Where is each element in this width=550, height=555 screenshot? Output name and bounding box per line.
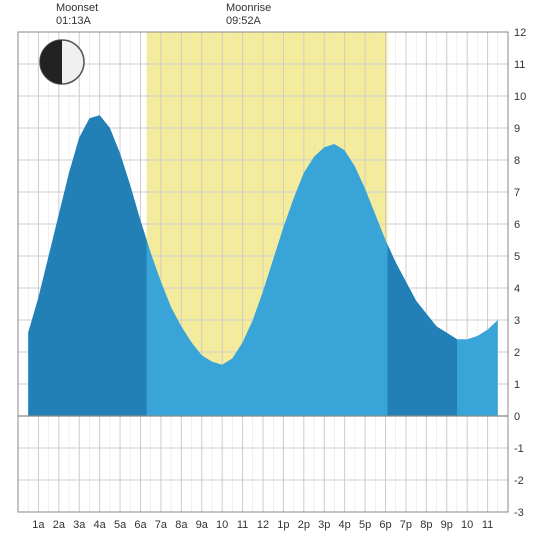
x-tick-label: 3p (318, 519, 330, 531)
x-tick-label: 12 (257, 519, 269, 531)
x-tick-label: 9p (441, 519, 453, 531)
x-tick-label: 6p (379, 519, 391, 531)
y-tick-label: -3 (514, 507, 524, 519)
y-tick-label: 1 (514, 379, 520, 391)
tide-chart: Moonset 01:13A Moonrise 09:52A -3-2-1012… (0, 0, 550, 550)
y-tick-label: 5 (514, 251, 520, 263)
y-tick-label: 9 (514, 123, 520, 135)
y-tick-label: 12 (514, 27, 526, 39)
moon-phase-icon (40, 40, 84, 84)
moonrise-label-block: Moonrise 09:52A (226, 2, 271, 28)
x-tick-label: 2p (298, 519, 310, 531)
x-tick-label: 4p (339, 519, 351, 531)
x-tick-label: 5a (114, 519, 127, 531)
moonrise-label: Moonrise (226, 2, 271, 15)
moonset-time: 01:13A (56, 15, 98, 28)
x-tick-label: 1p (277, 519, 289, 531)
x-tick-label: 1a (32, 519, 45, 531)
x-tick-label: 8p (420, 519, 432, 531)
y-tick-label: -2 (514, 475, 524, 487)
chart-svg: -3-2-101234567891011121a2a3a4a5a6a7a8a9a… (0, 0, 550, 550)
y-tick-label: 3 (514, 315, 520, 327)
x-tick-label: 5p (359, 519, 371, 531)
moonrise-time: 09:52A (226, 15, 271, 28)
x-tick-label: 2a (53, 519, 66, 531)
x-tick-label: 11 (237, 519, 248, 531)
y-tick-label: 11 (514, 59, 525, 71)
y-tick-label: -1 (514, 443, 524, 455)
x-tick-label: 4a (94, 519, 107, 531)
x-tick-label: 10 (461, 519, 473, 531)
y-tick-label: 0 (514, 411, 520, 423)
x-tick-label: 3a (73, 519, 86, 531)
moonset-label: Moonset (56, 2, 98, 15)
x-tick-label: 11 (482, 519, 493, 531)
x-tick-label: 7a (155, 519, 168, 531)
x-tick-label: 10 (216, 519, 228, 531)
y-tick-label: 2 (514, 347, 520, 359)
y-tick-label: 4 (514, 283, 520, 295)
x-tick-label: 7p (400, 519, 412, 531)
x-tick-label: 9a (196, 519, 209, 531)
y-tick-label: 7 (514, 187, 520, 199)
y-tick-label: 8 (514, 155, 520, 167)
y-tick-label: 6 (514, 219, 520, 231)
y-tick-label: 10 (514, 91, 526, 103)
x-tick-label: 6a (134, 519, 147, 531)
moonset-label-block: Moonset 01:13A (56, 2, 98, 28)
x-tick-label: 8a (175, 519, 188, 531)
